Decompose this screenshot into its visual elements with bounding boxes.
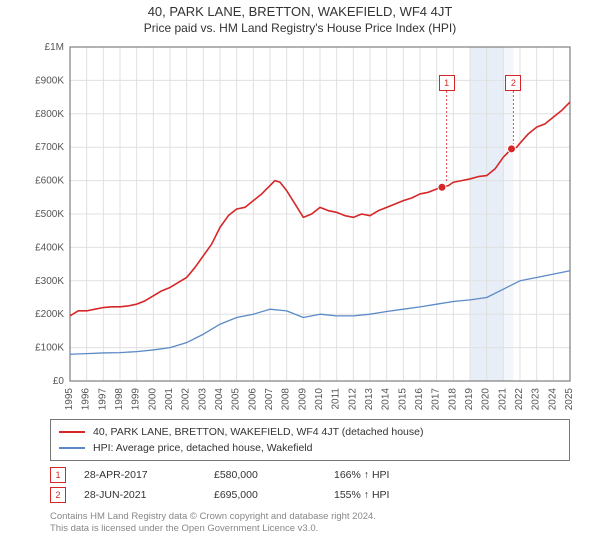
footer-attribution: Contains HM Land Registry data © Crown c… <box>50 511 570 535</box>
svg-text:2018: 2018 <box>447 388 458 411</box>
legend-swatch <box>59 431 85 433</box>
svg-text:2010: 2010 <box>314 388 325 411</box>
svg-text:2008: 2008 <box>281 388 292 411</box>
svg-text:£500K: £500K <box>35 209 64 220</box>
footer-line-2: This data is licensed under the Open Gov… <box>50 523 570 535</box>
svg-text:2025: 2025 <box>564 388 575 411</box>
svg-text:£1M: £1M <box>45 42 64 53</box>
svg-text:2005: 2005 <box>231 388 242 411</box>
svg-text:1996: 1996 <box>81 388 92 411</box>
svg-text:1998: 1998 <box>114 388 125 411</box>
svg-text:2014: 2014 <box>381 388 392 411</box>
transaction-marker: 1 <box>50 467 66 483</box>
svg-text:2011: 2011 <box>331 388 342 410</box>
chart-area: £0 £100K £200K £300K £400K £500K £600K £700K £80… <box>20 41 580 411</box>
transaction-marker: 2 <box>50 487 66 503</box>
chart-svg: £0 £100K £200K £300K £400K £500K £600K £700K £80… <box>20 41 580 411</box>
legend-label: HPI: Average price, detached house, Wake… <box>93 442 312 454</box>
svg-text:2003: 2003 <box>197 388 208 411</box>
transaction-price: £695,000 <box>214 489 334 501</box>
svg-text:2020: 2020 <box>481 388 492 411</box>
legend-row-0: 40, PARK LANE, BRETTON, WAKEFIELD, WF4 4… <box>59 424 561 440</box>
sale-label-2: 2 <box>505 75 521 91</box>
footer-line-1: Contains HM Land Registry data © Crown c… <box>50 511 570 523</box>
svg-text:2001: 2001 <box>164 388 175 411</box>
svg-text:2006: 2006 <box>247 388 258 411</box>
svg-text:2024: 2024 <box>547 388 558 411</box>
transaction-date: 28-JUN-2021 <box>84 489 214 501</box>
title-line-1: 40, PARK LANE, BRETTON, WAKEFIELD, WF4 4… <box>0 4 600 19</box>
svg-text:2000: 2000 <box>147 388 158 411</box>
svg-text:1995: 1995 <box>64 388 75 411</box>
title-line-2: Price paid vs. HM Land Registry's House … <box>0 21 600 35</box>
svg-text:2021: 2021 <box>497 388 508 411</box>
legend-swatch <box>59 447 85 449</box>
svg-text:2004: 2004 <box>214 388 225 411</box>
svg-text:1999: 1999 <box>131 388 142 411</box>
svg-text:2023: 2023 <box>531 388 542 411</box>
legend-row-1: HPI: Average price, detached house, Wake… <box>59 440 561 456</box>
svg-text:2016: 2016 <box>414 388 425 411</box>
svg-text:2009: 2009 <box>297 388 308 411</box>
svg-text:2019: 2019 <box>464 388 475 411</box>
svg-text:2017: 2017 <box>431 388 442 411</box>
svg-text:2013: 2013 <box>364 388 375 411</box>
svg-text:2022: 2022 <box>514 388 525 411</box>
transaction-rel-hpi: 155% ↑ HPI <box>334 489 454 501</box>
sale-label-1: 1 <box>439 75 455 91</box>
legend-label: 40, PARK LANE, BRETTON, WAKEFIELD, WF4 4… <box>93 426 423 438</box>
svg-text:£200K: £200K <box>35 309 64 320</box>
svg-text:1997: 1997 <box>97 388 108 411</box>
svg-text:£900K: £900K <box>35 75 64 86</box>
transaction-price: £580,000 <box>214 469 334 481</box>
svg-text:£800K: £800K <box>35 109 64 120</box>
svg-text:2007: 2007 <box>264 388 275 411</box>
svg-text:2015: 2015 <box>397 388 408 411</box>
svg-text:£700K: £700K <box>35 142 64 153</box>
svg-text:2012: 2012 <box>347 388 358 411</box>
svg-text:£100K: £100K <box>35 343 64 354</box>
transaction-date: 28-APR-2017 <box>84 469 214 481</box>
svg-text:£300K: £300K <box>35 276 64 287</box>
transaction-rel-hpi: 166% ↑ HPI <box>334 469 454 481</box>
svg-text:2002: 2002 <box>181 388 192 411</box>
transaction-row-1: 1 28-APR-2017£580,000166% ↑ HPI <box>50 465 570 485</box>
svg-text:£400K: £400K <box>35 242 64 253</box>
svg-text:£0: £0 <box>53 376 65 387</box>
svg-text:£600K: £600K <box>35 176 64 187</box>
transactions-block: 1 28-APR-2017£580,000166% ↑ HPI 2 28-JUN-20… <box>50 465 570 505</box>
legend: 40, PARK LANE, BRETTON, WAKEFIELD, WF4 4… <box>50 419 570 461</box>
transaction-row-2: 2 28-JUN-2021£695,000155% ↑ HPI <box>50 485 570 505</box>
